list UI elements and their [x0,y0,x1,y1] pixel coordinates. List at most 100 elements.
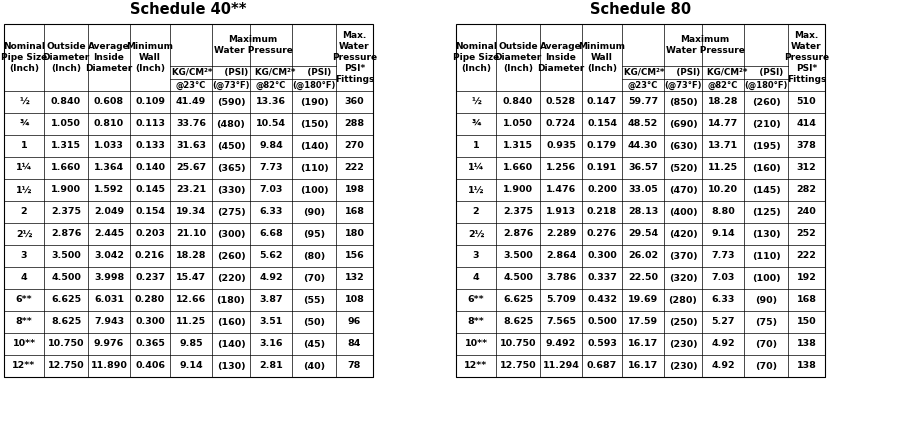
Text: 0.179: 0.179 [587,141,617,151]
Text: 6.625: 6.625 [51,295,81,305]
Text: 11.890: 11.890 [90,362,128,371]
Text: 6.625: 6.625 [503,295,533,305]
Text: (@180°F): (@180°F) [744,81,787,89]
Text: (75): (75) [755,317,777,327]
Text: 1½: 1½ [15,186,33,195]
Text: Minimum
Wall
(Inch): Minimum Wall (Inch) [578,42,625,73]
Text: (@180°F): (@180°F) [292,81,336,89]
Text: (110): (110) [752,252,780,260]
Text: 0.840: 0.840 [51,97,81,106]
Text: 0.500: 0.500 [587,317,617,327]
Text: ¾: ¾ [19,119,29,129]
Text: (210): (210) [752,119,780,129]
Text: 3.042: 3.042 [94,252,124,260]
Text: 9.84: 9.84 [259,141,283,151]
Text: 150: 150 [796,317,816,327]
Text: (690): (690) [669,119,698,129]
Text: 2.375: 2.375 [503,208,533,216]
Text: 168: 168 [796,295,816,305]
Text: 10**: 10** [13,340,35,349]
Text: 10.750: 10.750 [48,340,84,349]
Text: 2.876: 2.876 [51,230,81,238]
Text: (320): (320) [669,273,698,282]
Text: 288: 288 [345,119,365,129]
Text: 5.27: 5.27 [711,317,735,327]
Text: 8.80: 8.80 [711,208,735,216]
Text: 84: 84 [348,340,361,349]
Text: 0.147: 0.147 [587,97,617,106]
Text: 25.67: 25.67 [176,163,206,173]
Bar [4,24,373,377]
Text: 1¼: 1¼ [468,163,484,173]
Bar [456,24,825,377]
Text: 168: 168 [345,208,365,216]
Text: 2½: 2½ [15,230,33,238]
Text: 1.476: 1.476 [546,186,576,195]
Text: 1.900: 1.900 [51,186,81,195]
Text: Schedule 80: Schedule 80 [590,3,691,17]
Text: KG/CM²*    (PSI): KG/CM²* (PSI) [624,68,700,77]
Text: (260): (260) [216,252,245,260]
Text: 19.69: 19.69 [628,295,658,305]
Text: 4: 4 [21,273,27,282]
Text: 4.500: 4.500 [51,273,81,282]
Text: 9.976: 9.976 [94,340,124,349]
Text: 5.709: 5.709 [546,295,576,305]
Text: 1: 1 [472,141,480,151]
Text: Minimum
Wall
(Inch): Minimum Wall (Inch) [127,42,174,73]
Text: 0.365: 0.365 [135,340,165,349]
Text: 0.154: 0.154 [135,208,165,216]
Text: 12.66: 12.66 [176,295,206,305]
Text: 28.13: 28.13 [628,208,658,216]
Text: Schedule 40**: Schedule 40** [130,3,247,17]
Text: 21.10: 21.10 [176,230,206,238]
Text: 26.02: 26.02 [628,252,658,260]
Text: (300): (300) [217,230,245,238]
Text: 0.218: 0.218 [586,208,617,216]
Text: 2.049: 2.049 [94,208,124,216]
Text: 18.28: 18.28 [176,252,206,260]
Text: Average
Inside
Diameter: Average Inside Diameter [538,42,585,73]
Text: 156: 156 [345,252,365,260]
Text: 0.935: 0.935 [546,141,576,151]
Text: ½: ½ [472,97,481,106]
Text: 1.050: 1.050 [51,119,81,129]
Text: (280): (280) [669,295,698,305]
Text: 0.810: 0.810 [94,119,124,129]
Text: 360: 360 [345,97,365,106]
Text: (125): (125) [752,208,780,216]
Text: (150): (150) [300,119,329,129]
Text: (40): (40) [303,362,325,371]
Text: (80): (80) [303,252,325,260]
Text: 13.36: 13.36 [256,97,286,106]
Text: 0.300: 0.300 [135,317,165,327]
Text: (480): (480) [216,119,245,129]
Text: 16.17: 16.17 [628,340,658,349]
Text: 6**: 6** [15,295,33,305]
Text: 18.28: 18.28 [708,97,738,106]
Text: 0.133: 0.133 [135,141,165,151]
Text: (130): (130) [216,362,245,371]
Text: (230): (230) [669,362,698,371]
Text: @23°C: @23°C [176,81,206,89]
Text: 0.528: 0.528 [546,97,576,106]
Text: 11.25: 11.25 [176,317,206,327]
Text: Maximum
Water Pressure: Maximum Water Pressure [665,35,745,55]
Text: 0.608: 0.608 [94,97,124,106]
Text: (110): (110) [300,163,329,173]
Text: 22.50: 22.50 [628,273,658,282]
Text: 282: 282 [796,186,816,195]
Text: 2½: 2½ [468,230,484,238]
Text: (100): (100) [752,273,780,282]
Text: 16.17: 16.17 [628,362,658,371]
Text: 2.375: 2.375 [51,208,81,216]
Text: Average
Inside
Diameter: Average Inside Diameter [85,42,133,73]
Text: 8**: 8** [15,317,33,327]
Text: (520): (520) [669,163,698,173]
Text: 7.565: 7.565 [546,317,576,327]
Text: 7.73: 7.73 [711,252,735,260]
Text: 270: 270 [345,141,365,151]
Text: KG/CM²*    (PSI): KG/CM²* (PSI) [172,68,248,77]
Text: 11.294: 11.294 [543,362,579,371]
Text: 510: 510 [796,97,816,106]
